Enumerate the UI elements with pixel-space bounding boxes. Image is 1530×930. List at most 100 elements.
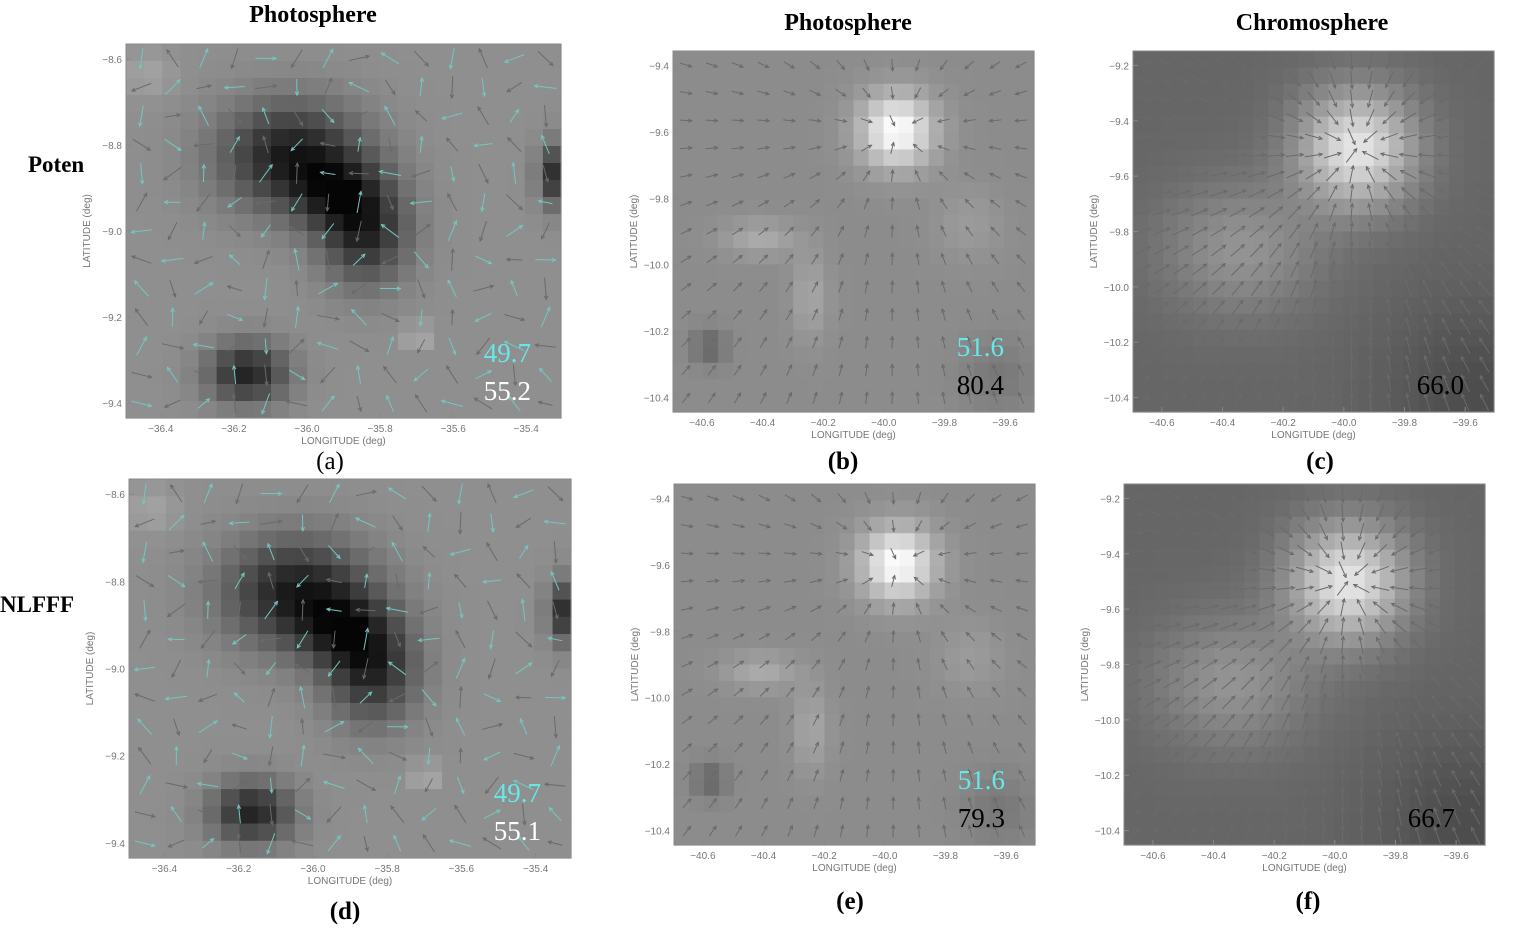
- x-tick-label: −36.2: [226, 864, 252, 875]
- caption-d: (d): [329, 898, 361, 925]
- panel-svg: −40.6 −40.4 −40.2 −40.0 −39.8 −39.6 −9.2 −9.4 −9…: [1080, 483, 1486, 874]
- y-tick-label: −10.4: [1104, 394, 1130, 405]
- x-tick-label: −40.0: [1331, 418, 1357, 429]
- x-tick-label: −35.4: [523, 864, 549, 875]
- x-tick-label: −40.4: [1201, 851, 1227, 862]
- y-tick-label: −9.4: [1100, 550, 1120, 561]
- vector-arrows: [680, 491, 1029, 838]
- y-tick-label: −10.2: [1095, 771, 1121, 782]
- y-tick-label: −10.4: [644, 394, 670, 405]
- panel-b: −40.6 −40.4 −40.2 −40.0 −39.8 −39.6 −9.4 −9.6 −9…: [613, 50, 1035, 448]
- x-tick-label: −40.4: [751, 851, 777, 862]
- column-title-3: Chromosphere: [1235, 10, 1389, 36]
- y-tick-label: −9.2: [1100, 494, 1120, 505]
- value-annotation: 51.6: [958, 765, 1005, 795]
- x-tick-label: −40.2: [812, 851, 838, 862]
- x-tick-label: −40.6: [1140, 851, 1166, 862]
- x-tick-label: −39.8: [932, 418, 958, 429]
- vector-arrows: [133, 482, 567, 855]
- column-title-2: Photosphere: [784, 10, 912, 36]
- plot-frame: [672, 50, 1035, 413]
- x-axis-title: LONGITUDE (deg): [1262, 863, 1346, 874]
- x-tick-label: −39.6: [1443, 851, 1469, 862]
- y-axis-title: LATITUDE (deg): [85, 632, 96, 706]
- x-tick-label: −40.0: [871, 418, 897, 429]
- y-axis-title: LATITUDE (deg): [1089, 195, 1100, 269]
- x-tick-label: −39.6: [992, 418, 1018, 429]
- x-tick-label: −40.2: [1262, 851, 1288, 862]
- panel-svg: −36.4 −36.2 −36.0 −35.8 −35.6 −35.4 −8.6 −8.8 −9…: [82, 43, 562, 447]
- y-tick-label: −8.8: [102, 141, 122, 152]
- x-tick-label: −39.6: [993, 851, 1019, 862]
- x-tick-label: −35.6: [449, 864, 475, 875]
- x-tick-label: −36.4: [148, 424, 174, 435]
- vector-arrows: [679, 58, 1028, 405]
- column-title-1: Photosphere: [249, 2, 377, 28]
- y-tick-label: −9.0: [102, 227, 122, 238]
- value-annotation: 55.2: [484, 376, 531, 406]
- y-tick-label: −9.8: [1109, 228, 1129, 239]
- y-tick-label: −9.4: [1109, 117, 1129, 128]
- panel-a: −36.4 −36.2 −36.0 −35.8 −35.6 −35.4 −8.6 −8.8 −9…: [66, 43, 562, 454]
- value-annotation: 51.6: [957, 332, 1004, 362]
- y-tick-label: −9.8: [650, 627, 670, 638]
- x-tick-label: −35.6: [440, 424, 466, 435]
- y-tick-label: −9.6: [1109, 172, 1129, 183]
- y-tick-label: −9.2: [1109, 61, 1129, 72]
- x-tick-label: −36.2: [221, 424, 247, 435]
- x-axis-title: LONGITUDE (deg): [812, 863, 896, 874]
- value-annotation: 80.4: [957, 370, 1005, 400]
- panel-svg: −40.6 −40.4 −40.2 −40.0 −39.8 −39.6 −9.4 −9.6 −9…: [630, 483, 1036, 874]
- x-tick-label: −39.6: [1452, 418, 1478, 429]
- y-tick-label: −9.2: [105, 752, 125, 763]
- x-tick-label: −40.0: [872, 851, 898, 862]
- y-tick-label: −10.2: [1104, 338, 1130, 349]
- row-label-nlfff: NLFFF: [0, 592, 75, 617]
- y-tick-label: −10.0: [1095, 716, 1121, 727]
- panel-svg: −36.4 −36.2 −36.0 −35.8 −35.6 −35.4 −8.6 −8.8 −9…: [85, 478, 572, 887]
- y-tick-label: −10.4: [645, 827, 671, 838]
- y-tick-label: −10.0: [644, 261, 670, 272]
- y-tick-label: −8.8: [105, 577, 125, 588]
- magnetogram-image: [126, 44, 562, 419]
- vector-arrows: [1133, 51, 1494, 412]
- panel-svg: −40.6 −40.4 −40.2 −40.0 −39.8 −39.6 −9.2 −9.4 −9…: [1089, 50, 1495, 441]
- y-tick-label: −9.6: [649, 128, 669, 139]
- magnetogram-image: [129, 479, 572, 859]
- y-tick-label: −8.6: [105, 490, 125, 501]
- y-axis-title: LATITUDE (deg): [629, 195, 640, 269]
- caption-e: (e): [836, 888, 864, 915]
- y-axis-title: LATITUDE (deg): [1080, 628, 1091, 702]
- value-annotation: 66.0: [1417, 370, 1464, 400]
- value-annotation: 49.7: [484, 338, 531, 368]
- caption-a: (a): [316, 448, 344, 475]
- row-label-poten: Poten: [28, 152, 85, 177]
- x-axis-title: LONGITUDE (deg): [301, 436, 385, 447]
- x-tick-label: −36.4: [152, 864, 178, 875]
- x-tick-label: −36.0: [300, 864, 326, 875]
- x-tick-label: −40.6: [1149, 418, 1175, 429]
- y-tick-label: −9.4: [649, 61, 669, 72]
- vector-arrows: [130, 47, 557, 415]
- x-tick-label: −40.2: [1271, 418, 1297, 429]
- y-tick-label: −10.0: [1104, 283, 1130, 294]
- panel-svg: −40.6 −40.4 −40.2 −40.0 −39.8 −39.6 −9.4 −9.6 −9…: [629, 50, 1035, 441]
- y-tick-label: −9.6: [650, 561, 670, 572]
- value-annotation: 66.7: [1408, 803, 1455, 833]
- y-tick-label: −9.6: [1100, 605, 1120, 616]
- y-tick-label: −9.2: [102, 313, 122, 324]
- x-tick-label: −35.4: [514, 424, 540, 435]
- x-tick-label: −40.4: [750, 418, 776, 429]
- x-tick-label: −40.2: [811, 418, 837, 429]
- x-tick-label: −40.0: [1322, 851, 1348, 862]
- panel-d: −36.4 −36.2 −36.0 −35.8 −35.6 −35.4 −8.6 −8.8 −9…: [69, 478, 572, 894]
- value-annotation: 55.1: [494, 816, 541, 846]
- y-tick-label: −10.4: [1095, 827, 1121, 838]
- magnetogram-image: [674, 484, 1036, 846]
- y-tick-label: −8.6: [102, 55, 122, 66]
- y-axis-title: LATITUDE (deg): [630, 628, 641, 702]
- caption-b: (b): [827, 448, 859, 475]
- x-tick-label: −40.6: [689, 418, 715, 429]
- magnetogram-image: [673, 51, 1035, 413]
- y-tick-label: −10.0: [645, 694, 671, 705]
